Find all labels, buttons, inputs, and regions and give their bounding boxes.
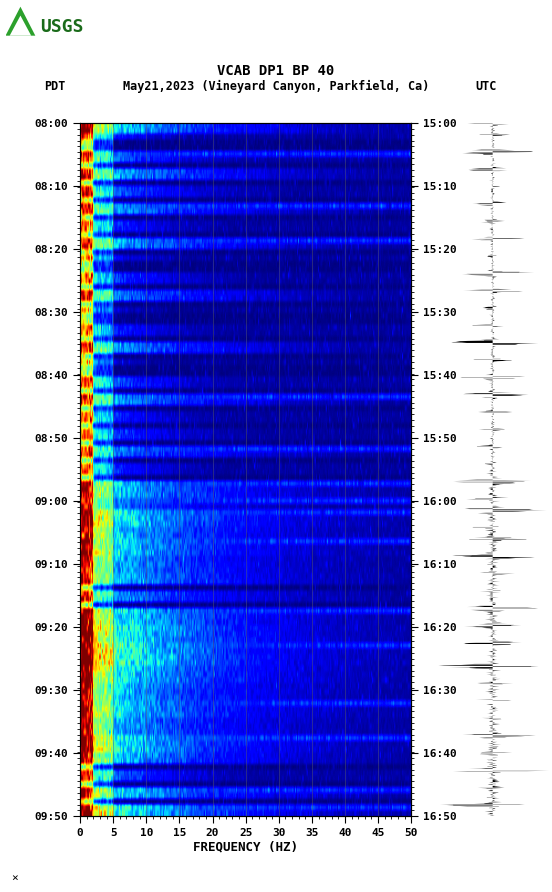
Text: USGS: USGS (40, 18, 84, 36)
X-axis label: FREQUENCY (HZ): FREQUENCY (HZ) (193, 841, 298, 854)
Text: ×: × (11, 873, 18, 883)
Text: May21,2023 (Vineyard Canyon, Parkfield, Ca): May21,2023 (Vineyard Canyon, Parkfield, … (123, 80, 429, 94)
Text: PDT: PDT (44, 80, 66, 94)
Text: VCAB DP1 BP 40: VCAB DP1 BP 40 (217, 64, 335, 78)
Polygon shape (6, 7, 35, 36)
Text: UTC: UTC (475, 80, 496, 94)
Polygon shape (10, 16, 31, 36)
